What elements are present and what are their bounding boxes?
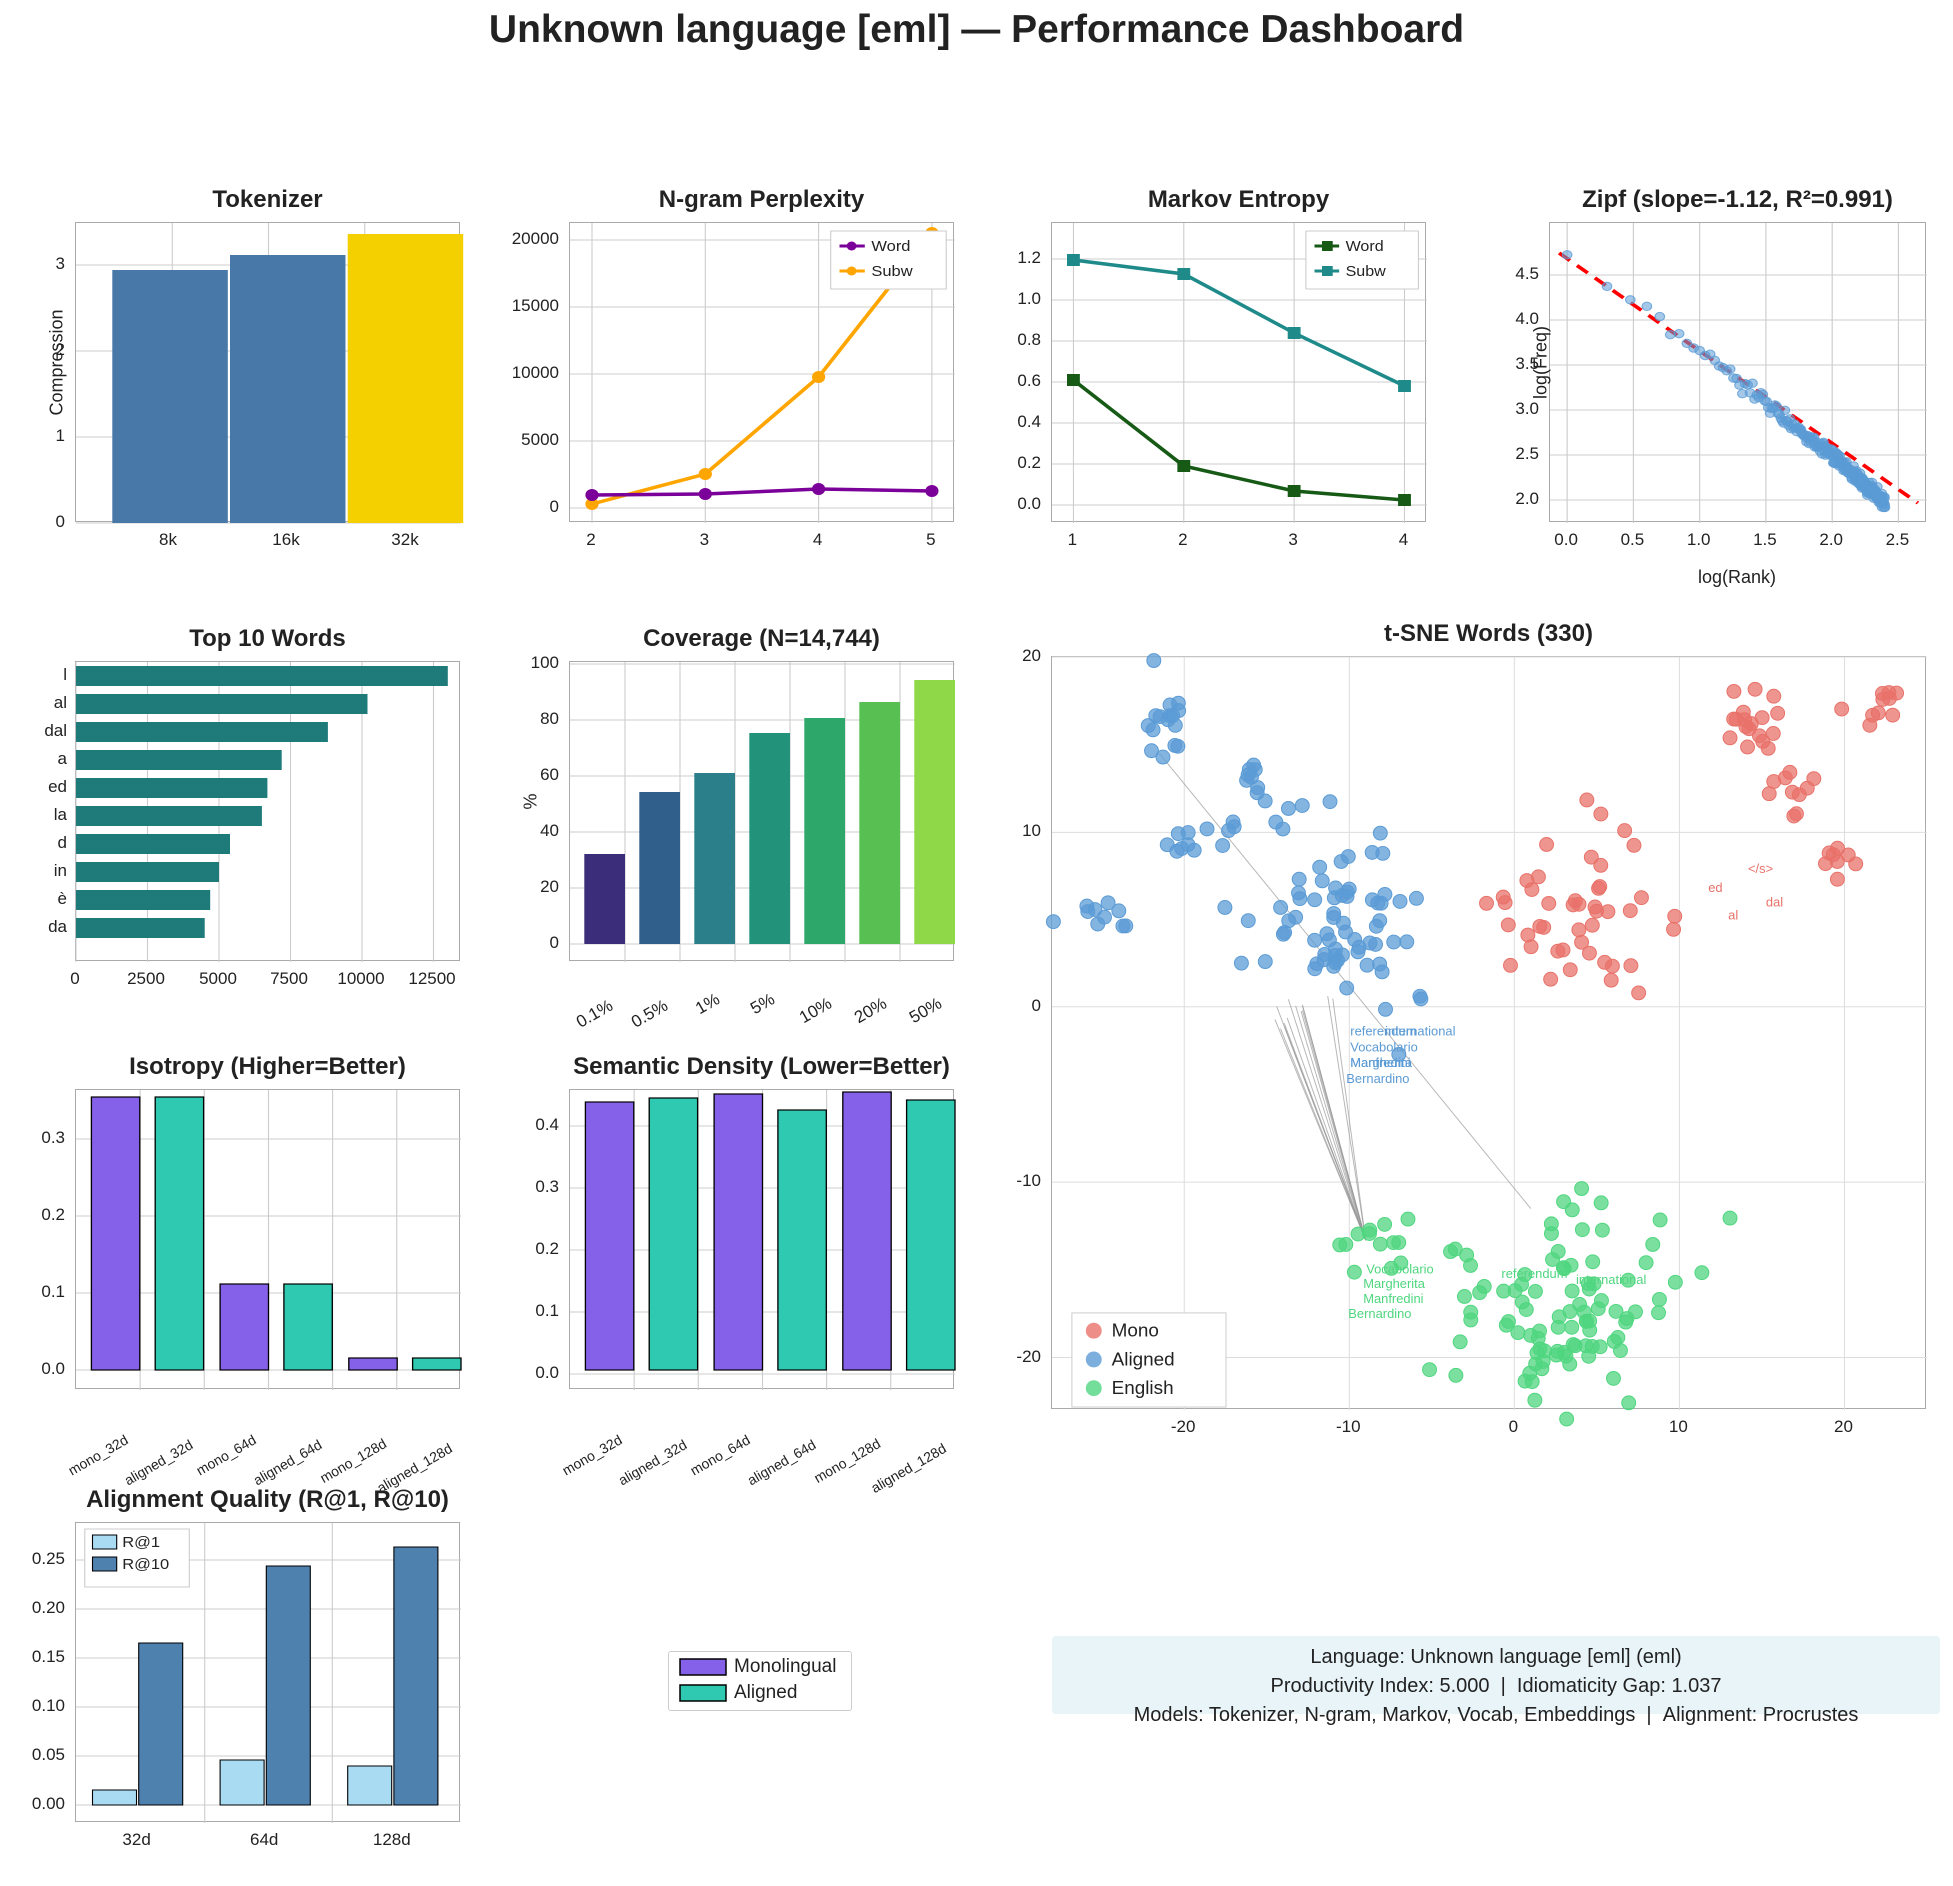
- svg-text:Word: Word: [871, 239, 910, 255]
- svg-text:Mono: Mono: [1112, 1320, 1159, 1341]
- svg-text:Vocabolario: Vocabolario: [1366, 1261, 1433, 1276]
- svg-text:Subw: Subw: [1346, 263, 1387, 279]
- svg-text:Monolingual: Monolingual: [734, 1656, 836, 1677]
- svg-text:Aligned: Aligned: [734, 1682, 797, 1703]
- svg-text:international: international: [1576, 1272, 1646, 1287]
- svg-text:Manfredini: Manfredini: [1363, 1291, 1423, 1306]
- svg-text:Vocabolario: Vocabolario: [1350, 1039, 1417, 1054]
- svg-text:referendum: referendum: [1501, 1266, 1567, 1281]
- svg-text:Subw: Subw: [871, 264, 913, 280]
- svg-text:Word: Word: [1346, 238, 1384, 254]
- svg-text:Manfredini: Manfredini: [1350, 1055, 1410, 1070]
- svg-text:R@1: R@1: [122, 1535, 160, 1551]
- svg-text:Bernardino: Bernardino: [1346, 1071, 1409, 1086]
- svg-text:international: international: [1385, 1024, 1455, 1039]
- svg-text:ed: ed: [1708, 880, 1722, 895]
- svg-text:English: English: [1112, 1377, 1174, 1398]
- svg-text:Margherita: Margherita: [1363, 1276, 1426, 1291]
- svg-text:Aligned: Aligned: [1112, 1348, 1175, 1369]
- svg-text:R@10: R@10: [122, 1557, 169, 1573]
- svg-text:Bernardino: Bernardino: [1348, 1306, 1411, 1321]
- svg-text:</s>: </s>: [1748, 861, 1773, 876]
- svg-text:dal: dal: [1766, 895, 1783, 910]
- svg-text:al: al: [1728, 908, 1738, 923]
